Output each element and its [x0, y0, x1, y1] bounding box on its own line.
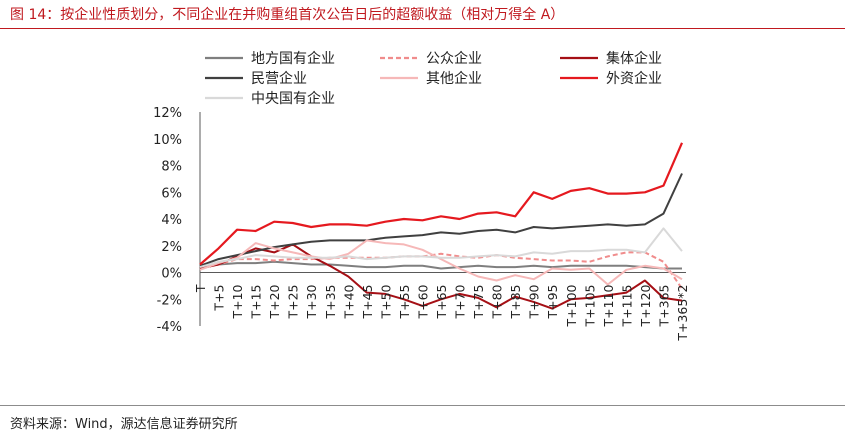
figure-title: 图 14：按企业性质划分，不同企业在并购重组首次公告日后的超额收益（相对万得全 …: [10, 7, 565, 23]
x-tick-label: T+95: [545, 285, 560, 320]
x-tick-label: T+120: [638, 284, 653, 327]
x-axis-ticks: T T+5 T+10 T+15 T+20 T+25 T+30 T+35 T+40 T+45 T+50…: [193, 284, 690, 342]
y-tick-label: -4%: [157, 320, 182, 335]
legend-label: 外资企业: [606, 70, 662, 87]
x-tick-label: T+80: [490, 284, 505, 319]
x-tick-label: T+365*2: [675, 285, 690, 342]
y-tick-label: -2%: [157, 293, 182, 308]
series-line-5: [199, 142, 684, 266]
x-tick-label: T+85: [508, 285, 523, 320]
legend-label: 中央国有企业: [251, 90, 335, 107]
legend-label: 民营企业: [251, 70, 307, 87]
y-tick-label: 12%: [153, 106, 182, 121]
x-tick-label: T+75: [471, 284, 486, 319]
x-tick-label: T+20: [267, 284, 282, 319]
x-tick-label: T+110: [601, 284, 616, 327]
y-axis-ticks: 12% 10% 8% 6% 4% 2% 0% -2% -4%: [153, 106, 182, 335]
legend-label: 公众企业: [426, 50, 482, 67]
x-tick-label: T+365: [656, 285, 671, 328]
x-tick-label: T: [193, 284, 208, 293]
x-tick-label: T+30: [304, 284, 319, 319]
x-tick-label: T+15: [249, 285, 264, 320]
x-tick-label: T+40: [341, 284, 356, 319]
series-line-1: [199, 251, 683, 290]
x-tick-label: T+55: [397, 285, 412, 320]
y-tick-label: 10%: [153, 133, 182, 148]
y-tick-label: 4%: [161, 213, 182, 228]
y-tick-label: 6%: [161, 186, 182, 201]
title-rule: [0, 28, 845, 29]
x-tick-label: T+100: [564, 284, 579, 327]
x-tick-label: T+65: [434, 285, 449, 320]
x-tick-label: T+70: [453, 284, 468, 319]
legend-label: 集体企业: [606, 50, 662, 67]
series-line-3: [199, 173, 683, 267]
series-line-4: [199, 239, 683, 286]
y-tick-label: 2%: [161, 240, 182, 255]
y-tick-label: 8%: [161, 160, 182, 175]
y-tick-label: 0%: [161, 267, 182, 282]
x-tick-label: T+50: [378, 284, 393, 319]
x-tick-label: T+115: [619, 285, 634, 328]
x-tick-label: T+90: [527, 284, 542, 319]
series-line-0: [199, 260, 682, 270]
x-tick-label: T+5: [212, 285, 227, 312]
legend-label: 其他企业: [426, 70, 482, 87]
x-tick-label: T+10: [230, 284, 245, 319]
x-tick-label: T+60: [415, 284, 430, 319]
source-note: 资料来源：Wind，源达信息证券研究所: [10, 417, 238, 432]
series-line-6: [199, 227, 683, 269]
legend-label: 地方国有企业: [251, 50, 335, 67]
source-rule: [0, 405, 845, 406]
series-lines: [199, 142, 684, 310]
x-tick-label: T+25: [286, 285, 301, 320]
x-tick-label: T+105: [582, 285, 597, 328]
x-tick-label: T+35: [323, 285, 338, 320]
x-tick-label: T+45: [360, 285, 375, 320]
